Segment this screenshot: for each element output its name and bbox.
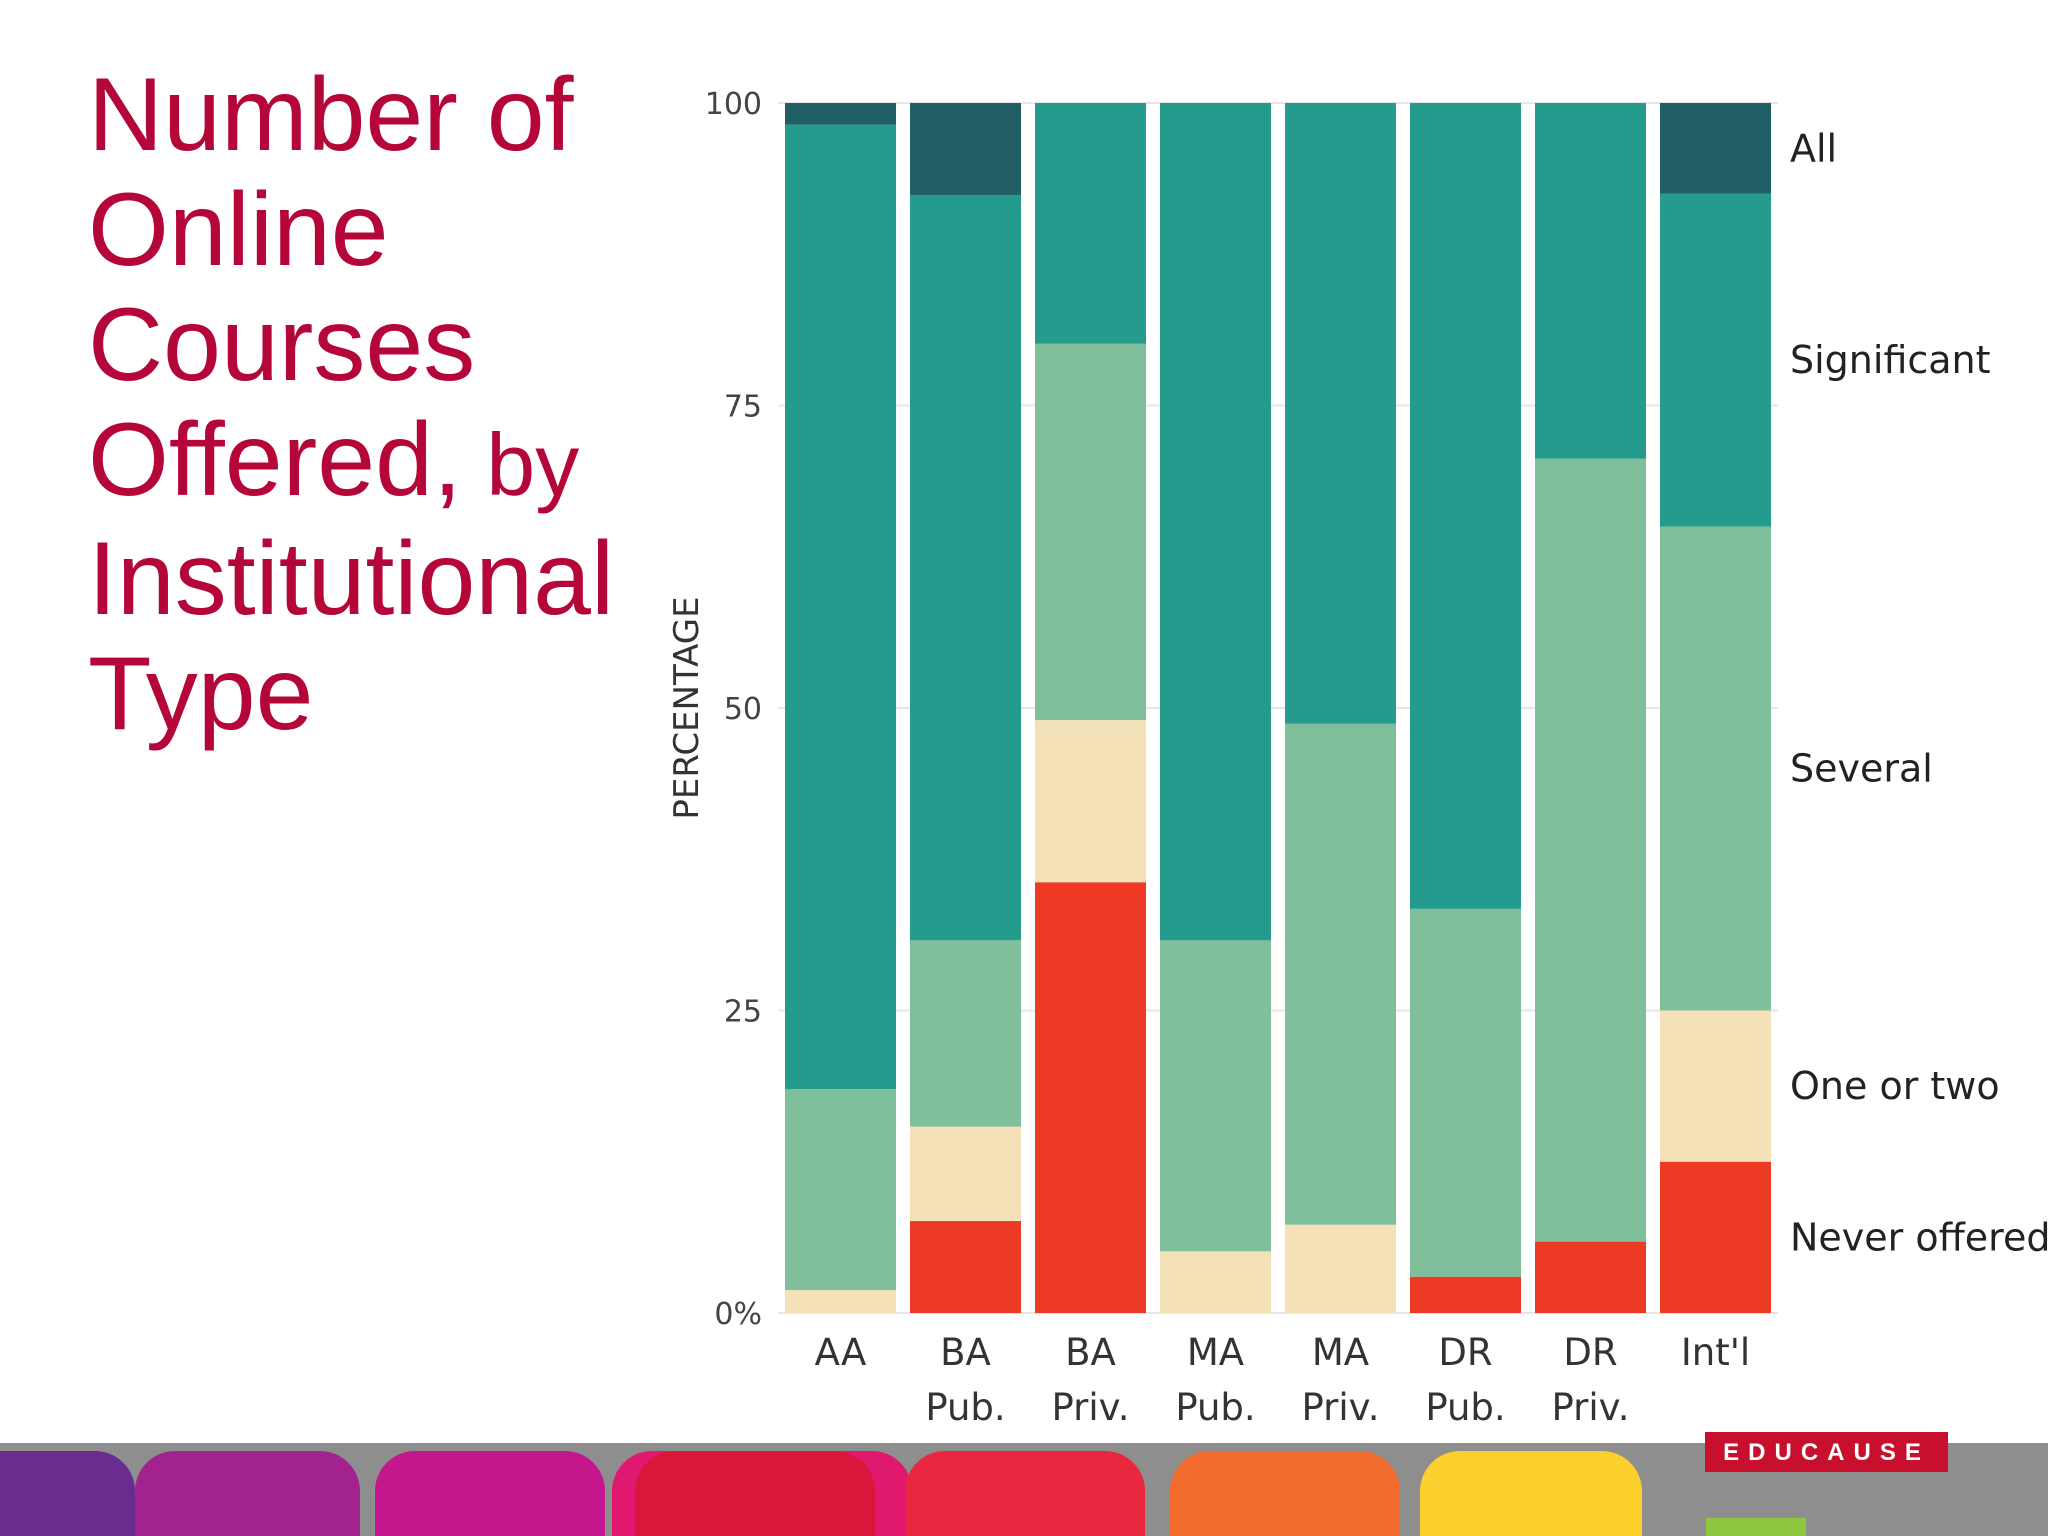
bar-segment-all <box>785 103 896 125</box>
stacked-bar-chart: 0% 25 50 75 100 AA BA Pub. BA Priv. MA Pub. MA Priv.… <box>667 87 2048 1429</box>
x-category-label: Priv. <box>1552 1386 1630 1429</box>
footer-shape <box>905 1451 1145 1536</box>
bar-segment-never-offered <box>1035 882 1146 1313</box>
footer-shape <box>135 1451 360 1536</box>
x-category-label: DR <box>1438 1331 1492 1374</box>
bar-segment-one-or-two <box>1160 1251 1271 1313</box>
bar-segment-significant <box>910 194 1021 941</box>
bar-segment-significant <box>1535 103 1646 459</box>
bar-segment-significant <box>1410 103 1521 909</box>
bar-segment-several <box>1160 940 1271 1252</box>
legend: All Significant Several One or two Never off… <box>1790 126 2048 1259</box>
legend-entry: Never offered <box>1790 1215 2048 1259</box>
x-category-label: Pub. <box>1425 1386 1505 1429</box>
bar-segment-never-offered <box>1535 1241 1646 1313</box>
x-axis-categories: AA BA Pub. BA Priv. MA Pub. MA Priv. DR Pub. DR Priv… <box>815 1331 1750 1429</box>
bar-segment-several <box>1410 908 1521 1277</box>
bar-segment-several <box>910 940 1021 1127</box>
y-axis-ticks: 0% 25 50 75 100 <box>705 87 762 1332</box>
title-rest: Institutional Type <box>88 521 615 752</box>
x-category-label: BA <box>940 1331 991 1374</box>
legend-entry: Several <box>1790 747 1933 791</box>
x-category-label: Pub. <box>925 1386 1005 1429</box>
bar-segment-never-offered <box>1410 1276 1521 1313</box>
bar-segment-one-or-two <box>1660 1010 1771 1162</box>
x-category-label: MA <box>1187 1331 1244 1374</box>
bar-segment-one-or-two <box>910 1126 1021 1222</box>
bar-segment-several <box>1285 723 1396 1225</box>
y-tick-label: 25 <box>724 995 762 1030</box>
x-category-label: MA <box>1312 1331 1369 1374</box>
bar-segment-never-offered <box>910 1221 1021 1313</box>
bar-segment-several <box>1535 458 1646 1242</box>
bar-segment-one-or-two <box>785 1290 896 1313</box>
bar-segment-never-offered <box>1660 1161 1771 1313</box>
bar-segment-significant <box>1160 103 1271 941</box>
legend-entry: One or two <box>1790 1064 2000 1108</box>
legend-entry: Significant <box>1790 338 1991 382</box>
footer-band <box>0 1443 2048 1536</box>
bar-segment-one-or-two <box>1035 720 1146 883</box>
bar-segment-several <box>1035 343 1146 721</box>
footer-shape <box>0 1451 135 1536</box>
bars <box>785 103 1771 1313</box>
bar-segment-significant <box>1285 103 1396 724</box>
x-category-label: BA <box>1065 1331 1116 1374</box>
bar-segment-several <box>785 1089 896 1291</box>
legend-entry: All <box>1790 126 1837 170</box>
x-category-label: Priv. <box>1302 1386 1380 1429</box>
footer-accent <box>1706 1518 1806 1536</box>
y-tick-label: 75 <box>724 390 762 425</box>
bar-segment-all <box>910 103 1021 195</box>
footer-shape <box>1170 1451 1400 1536</box>
bar-segment-significant <box>1660 193 1771 527</box>
footer-shape <box>375 1451 605 1536</box>
x-category-label: Priv. <box>1052 1386 1130 1429</box>
x-category-label: AA <box>815 1331 867 1374</box>
bar-segment-one-or-two <box>1285 1224 1396 1313</box>
footer-shape <box>1420 1451 1642 1536</box>
bar-segment-several <box>1660 526 1771 1011</box>
bar-segment-significant <box>785 124 896 1090</box>
title-main: Number of Online Courses Offered, <box>88 57 574 518</box>
y-axis-title: PERCENTAGE <box>667 596 707 819</box>
educause-logo: EDUCAUSE <box>1705 1432 1948 1472</box>
title-by: by <box>461 415 580 514</box>
footer-shape <box>635 1451 875 1536</box>
bar-segment-all <box>1660 103 1771 194</box>
x-category-label: DR <box>1563 1331 1617 1374</box>
y-tick-label: 50 <box>724 692 762 727</box>
bar-segment-significant <box>1035 103 1146 344</box>
x-category-label: Pub. <box>1175 1386 1255 1429</box>
x-category-label: Int'l <box>1681 1331 1750 1374</box>
slide-title: Number of Online Courses Offered, by Ins… <box>88 58 668 752</box>
y-tick-label: 0% <box>714 1297 762 1332</box>
y-tick-label: 100 <box>705 87 762 122</box>
